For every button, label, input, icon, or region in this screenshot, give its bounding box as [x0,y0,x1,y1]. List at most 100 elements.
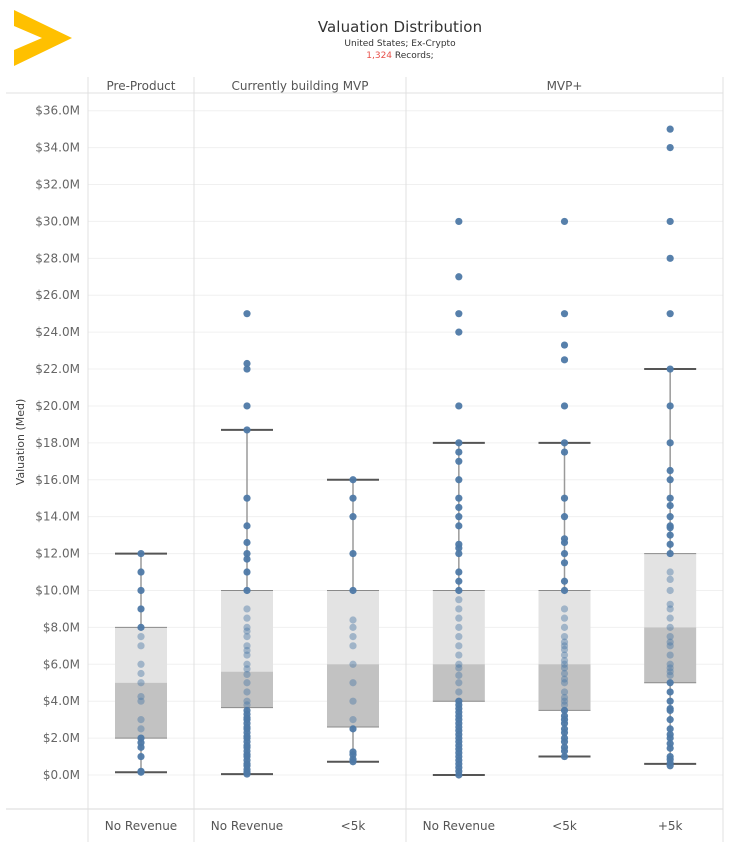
data-point [137,660,145,668]
y-tick-label: $10.0M [35,583,80,597]
data-point [243,679,251,687]
data-point [560,651,569,659]
y-tick-label: $32.0M [35,178,80,192]
y-tick-label: $22.0M [35,362,80,376]
data-point [455,605,463,613]
y-tick-label: $34.0M [35,141,80,155]
data-point [666,586,674,595]
data-point [137,768,145,776]
data-point [349,476,357,484]
chart-title: Valuation Distribution [317,18,483,36]
data-point [455,494,463,502]
data-point [137,679,145,687]
data-point [666,476,674,484]
data-point [560,738,569,746]
data-point [560,217,569,226]
data-point [137,642,145,650]
data-point [243,365,251,373]
data-point [560,341,569,349]
data-point [455,310,463,318]
data-point [243,549,251,558]
data-point [666,679,674,687]
data-point [666,664,674,672]
box-lower [644,627,697,683]
data-point [243,701,251,709]
y-tick-label: $28.0M [35,251,80,265]
y-tick-label: $24.0M [35,325,80,339]
data-point [243,402,251,410]
data-point [455,568,463,576]
data-point [560,688,569,696]
data-point [349,513,357,521]
records-suffix: Records; [392,51,434,61]
data-point [243,614,251,622]
data-point [243,660,251,668]
data-point [349,549,357,558]
data-point [455,544,463,552]
data-point [349,494,357,502]
data-point [560,549,569,558]
data-point [560,660,569,668]
data-point [560,752,569,761]
data-point [243,627,251,635]
data-point [349,679,357,687]
data-point [137,549,145,558]
records-count: 1,324 [366,51,393,61]
y-tick-label: $12.0M [35,547,80,561]
data-point [243,555,251,563]
data-point [349,758,357,766]
data-point [560,559,569,567]
data-point [243,310,251,318]
data-point [349,716,357,724]
x-category-label: No Revenue [105,819,177,833]
data-point [137,752,145,761]
box-upper [538,590,591,665]
y-tick-label: $0.0M [43,768,80,782]
data-point [560,586,569,595]
data-point [455,664,463,672]
data-point [666,575,674,584]
box-upper [644,553,697,628]
data-point [243,359,251,368]
data-point [243,494,251,502]
data-point [666,638,674,646]
data-point [560,605,569,613]
y-axis-title: Valuation (Med) [14,399,27,486]
x-category-label: +5k [658,819,683,833]
data-point [666,734,674,742]
data-point [455,651,463,659]
data-point [455,522,463,530]
data-point [137,743,145,751]
data-point [455,503,463,512]
data-point [666,568,674,576]
data-point [137,725,145,733]
data-point [560,623,569,631]
data-point [349,660,357,668]
y-tick-label: $18.0M [35,436,80,450]
data-point [666,402,674,410]
data-point [560,706,569,715]
data-point [666,633,674,641]
title-block: Valuation Distribution United States; Ex… [200,18,600,61]
data-point [243,642,251,650]
data-point [560,439,569,447]
data-point [666,623,674,631]
group-header: Currently building MVP [232,79,369,93]
data-point [560,693,569,702]
data-point [243,538,251,547]
data-point [455,614,463,622]
data-point [560,494,569,502]
box-lower [432,664,485,702]
data-point [560,656,569,665]
data-point [560,638,569,646]
data-point [455,586,463,595]
y-tick-label: $36.0M [35,104,80,118]
data-point [560,719,569,727]
box-lower [538,664,591,711]
data-point [560,669,569,678]
data-point [560,538,569,547]
data-point [349,642,357,650]
data-point [666,614,674,622]
y-tick-label: $20.0M [35,399,80,413]
